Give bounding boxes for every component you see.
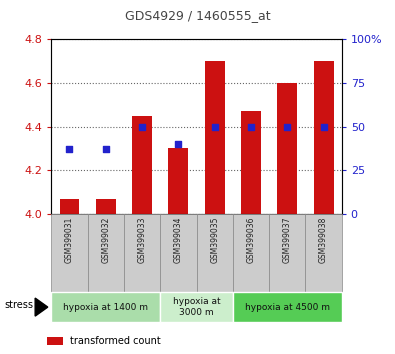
Text: transformed count: transformed count: [70, 336, 161, 346]
Bar: [314, 61, 333, 214]
Bar: [160, 214, 197, 292]
Polygon shape: [35, 298, 48, 316]
Point: [139, 124, 145, 130]
Bar: [233, 292, 342, 322]
Bar: [47, 337, 63, 345]
Bar: [233, 214, 269, 292]
Point: [320, 124, 327, 130]
Bar: [51, 292, 160, 322]
Bar: [205, 61, 225, 214]
Bar: [197, 214, 233, 292]
Text: GSM399037: GSM399037: [283, 217, 292, 263]
Bar: [96, 199, 116, 214]
Bar: [277, 83, 297, 214]
Text: hypoxia at 4500 m: hypoxia at 4500 m: [245, 303, 330, 312]
Text: GSM399035: GSM399035: [210, 217, 219, 263]
Text: hypoxia at 1400 m: hypoxia at 1400 m: [63, 303, 148, 312]
Text: GSM399036: GSM399036: [246, 217, 256, 263]
Bar: [88, 214, 124, 292]
Text: GSM399031: GSM399031: [65, 217, 74, 263]
Text: GSM399033: GSM399033: [137, 217, 147, 263]
Bar: [60, 199, 79, 214]
Text: GDS4929 / 1460555_at: GDS4929 / 1460555_at: [125, 9, 270, 22]
Bar: [241, 111, 261, 214]
Point: [248, 124, 254, 130]
Point: [211, 124, 218, 130]
Bar: [305, 214, 342, 292]
Bar: [168, 148, 188, 214]
Point: [103, 147, 109, 152]
Bar: [160, 292, 233, 322]
Bar: [132, 116, 152, 214]
Text: GSM399034: GSM399034: [174, 217, 183, 263]
Text: GSM399032: GSM399032: [101, 217, 110, 263]
Bar: [124, 214, 160, 292]
Text: stress: stress: [4, 300, 33, 310]
Point: [284, 124, 290, 130]
Text: GSM399038: GSM399038: [319, 217, 328, 263]
Point: [175, 141, 182, 147]
Text: hypoxia at
3000 m: hypoxia at 3000 m: [173, 297, 220, 317]
Point: [66, 147, 73, 152]
Bar: [269, 214, 305, 292]
Bar: [51, 214, 88, 292]
